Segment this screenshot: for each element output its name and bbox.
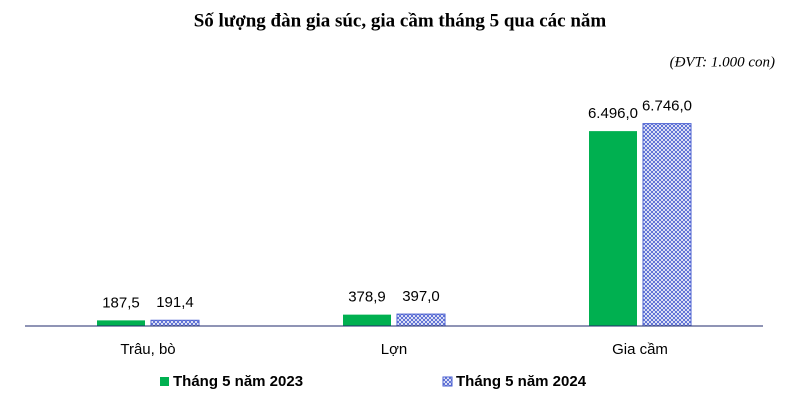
bar (150, 319, 200, 327)
data-label: 187,5 (102, 294, 140, 311)
x-tick-label: Trâu, bò (120, 341, 175, 358)
bar (396, 313, 446, 327)
legend-label: Tháng 5 năm 2023 (173, 373, 303, 390)
x-tick-label: Gia cầm (612, 341, 668, 358)
x-tick-label: Lợn (381, 341, 408, 358)
chart-subtitle: (ĐVT: 1.000 con) (670, 54, 775, 70)
legend-swatch (442, 376, 453, 387)
data-label: 6.746,0 (642, 98, 692, 115)
data-label: 397,0 (402, 288, 440, 305)
legend-label: Tháng 5 năm 2024 (456, 373, 587, 390)
bar (343, 314, 391, 326)
bar (589, 131, 637, 326)
legend-swatch (160, 377, 169, 386)
data-label: 191,4 (156, 294, 194, 311)
bar (642, 123, 692, 327)
data-label: 378,9 (348, 289, 386, 306)
chart-title: Số lượng đàn gia súc, gia cầm tháng 5 qu… (194, 10, 607, 31)
data-label: 6.496,0 (588, 105, 638, 122)
bar (97, 320, 145, 326)
